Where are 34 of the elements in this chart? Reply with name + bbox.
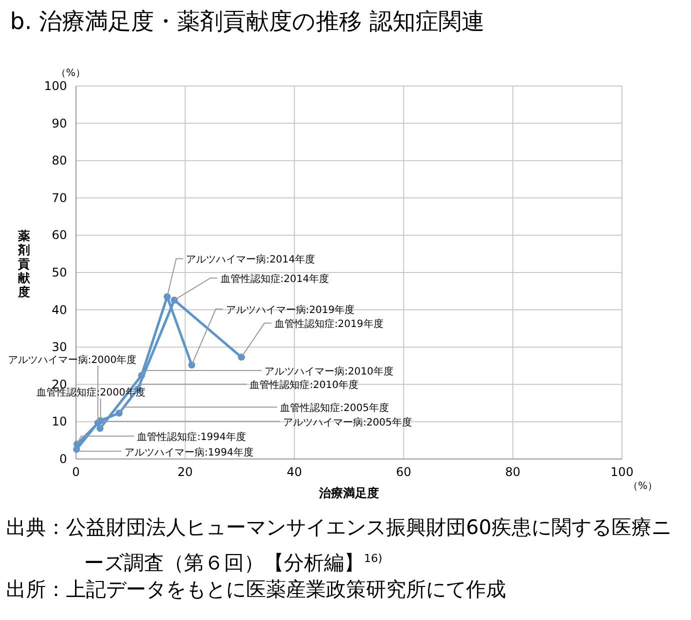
text: （%） [628, 481, 658, 492]
y-tick-label: 10 [52, 414, 67, 429]
x-tick-label: 100 [610, 465, 634, 479]
y-tick-label: 100 [44, 79, 67, 93]
y-tick-label: 50 [52, 266, 67, 280]
x-tick-label: 20 [178, 465, 193, 479]
y-tick-label: 30 [52, 340, 67, 354]
annotation: アルツハイマー病:2019年度 [226, 304, 355, 316]
x-axis-title: 治療満足度 [318, 486, 379, 500]
text: （%） [56, 68, 86, 79]
y-axis-title: 薬剤貢献度 [17, 229, 31, 299]
annotation: 血管性認知症:1994年度 [137, 431, 246, 444]
y-tick-label: 70 [52, 190, 67, 205]
y-tick-label: 80 [52, 154, 67, 168]
y-tick-label: 0 [59, 452, 67, 466]
annotation: 血管性認知症:2005年度 [280, 402, 389, 414]
annotation: アルツハイマー病:2014年度 [186, 254, 316, 266]
source-note: 出典：公益財団法人ヒューマンサイエンス振興財団60疾患に関する医療ニーズ調査（第６回）【分析編】$^{16)}$ [6, 514, 672, 577]
text: 出所：上記データをもとに医薬産業政策研究所にて作成 [6, 576, 507, 603]
y-tick-label: 60 [52, 228, 67, 242]
chart-title: b. 治療満足度・薬剤貢献度の推移 認知症関連 [10, 8, 485, 37]
x-tick-label: 80 [505, 465, 520, 479]
annotation: 血管性認知症:2010年度 [250, 379, 359, 392]
x-tick-label: 0 [72, 465, 80, 479]
y-tick-label: 40 [52, 302, 67, 317]
annotation: アルツハイマー病:1994年度 [124, 446, 254, 458]
annotation: 血管性認知症:2019年度 [274, 318, 384, 330]
annotation: アルツハイマー病:2000年度 [8, 354, 137, 366]
annotation: アルツハイマー病:2005年度 [283, 416, 412, 428]
x-tick-label: 40 [286, 465, 302, 479]
annotation: アルツハイマー病:2010年度 [264, 365, 394, 378]
y-tick-label: 90 [52, 116, 67, 130]
annotation: 血管性認知症:2014年度 [220, 273, 330, 286]
x-tick-label: 60 [396, 465, 412, 479]
